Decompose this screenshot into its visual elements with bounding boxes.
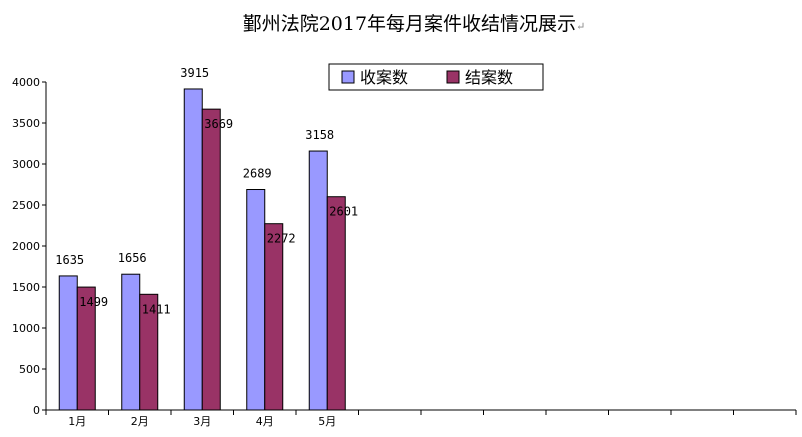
x-tick-label: 3月 xyxy=(193,415,211,428)
data-label-0-0: 1635 xyxy=(55,253,84,267)
data-labels: 1635 1656 3915 2689 3158 1499 1411 3669 2272 2601 xyxy=(55,66,358,316)
x-tick-label: 4月 xyxy=(256,415,274,428)
x-tick-label: 1月 xyxy=(68,415,86,428)
x-tick-label: 5月 xyxy=(318,415,336,428)
data-label-1-1: 1411 xyxy=(142,302,171,316)
legend-swatch-0 xyxy=(341,70,355,84)
bar-0-3 xyxy=(246,189,266,411)
title-return-mark: ↵ xyxy=(576,20,585,33)
data-label-1-2: 3669 xyxy=(204,117,233,131)
data-label-1-0: 1499 xyxy=(79,295,108,309)
data-label-1-3: 2272 xyxy=(267,232,296,246)
data-label-0-2: 3915 xyxy=(180,66,209,80)
bars xyxy=(58,88,346,411)
y-tick-label: 2000 xyxy=(12,240,40,253)
bar-1-0 xyxy=(76,286,96,411)
legend-swatch-1 xyxy=(446,70,460,84)
y-tick-label: 4000 xyxy=(12,76,40,89)
bar-1-3 xyxy=(264,223,284,411)
data-label-0-3: 2689 xyxy=(243,167,272,181)
bar-0-2 xyxy=(183,88,203,411)
bar-1-4 xyxy=(326,196,346,411)
y-tick-label: 1000 xyxy=(12,322,40,335)
y-tick-label: 0 xyxy=(33,404,40,417)
y-tick-label: 3000 xyxy=(12,158,40,171)
chart-title: 鄞州法院2017年每月案件收结情况展示↵ xyxy=(243,13,586,35)
legend-box xyxy=(328,63,544,91)
legend-label-0: 收案数 xyxy=(360,68,408,87)
y-tick-label: 1500 xyxy=(12,281,40,294)
chart-title-text: 鄞州法院2017年每月案件收结情况展示 xyxy=(243,13,576,35)
data-label-1-4: 2601 xyxy=(329,205,358,219)
y-tick-label: 500 xyxy=(19,363,40,376)
bar-1-1 xyxy=(139,293,159,411)
legend: 收案数 结案数 xyxy=(328,63,544,91)
legend-label-1: 结案数 xyxy=(465,68,513,87)
y-axis: 0 500 1000 1500 2000 2500 3000 3500 4000 xyxy=(12,76,47,417)
data-label-0-4: 3158 xyxy=(305,128,334,142)
x-tick-label: 2月 xyxy=(131,415,149,428)
x-axis: 1月 2月 3月 4月 5月 xyxy=(45,409,797,428)
bar-0-0 xyxy=(58,275,78,411)
y-tick-label: 3500 xyxy=(12,117,40,130)
bar-0-1 xyxy=(121,273,141,411)
bar-0-4 xyxy=(308,150,328,411)
data-label-0-1: 1656 xyxy=(118,251,147,265)
y-tick-label: 2500 xyxy=(12,199,40,212)
bar-1-2 xyxy=(201,108,221,411)
